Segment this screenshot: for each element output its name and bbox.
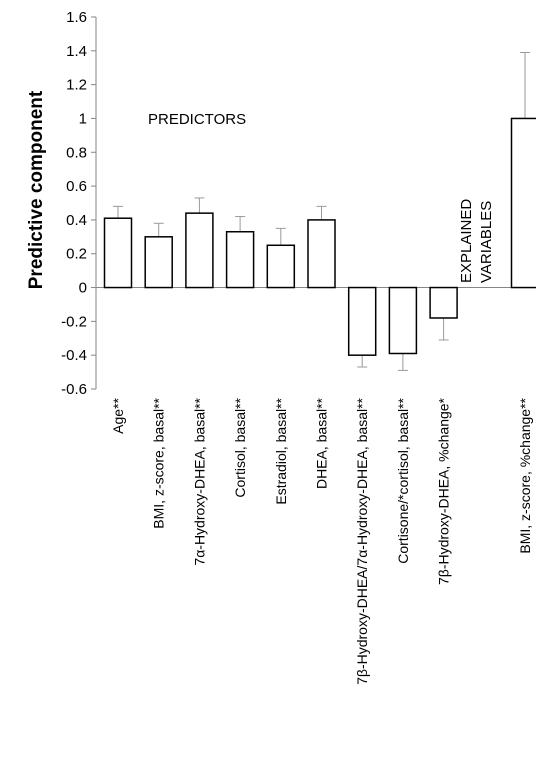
bar [510, 117, 536, 289]
category-label: BMI, z-score, basal** [151, 397, 167, 528]
bar [225, 230, 255, 289]
annotation-explained: EXPLAINED [458, 199, 475, 283]
category-label: Cortisone/*cortisol, basal** [395, 397, 411, 563]
bars [103, 52, 536, 371]
y-tick-label: -0.4 [61, 347, 87, 364]
y-tick-label: -0.2 [61, 313, 87, 330]
y-tick-label: 0 [79, 280, 87, 297]
y-tick-label: 0.8 [66, 144, 87, 161]
y-tick-label: 1 [79, 110, 87, 127]
category-label: BMI, z-score, %change** [517, 397, 533, 553]
annotation-predictors: PREDICTORS [148, 111, 246, 128]
category-labels: Age** BMI, z-score, basal** 7α-Hydroxy-DHE… [110, 397, 533, 684]
y-tick-label: 1.4 [66, 43, 87, 60]
category-label: DHEA, basal** [314, 397, 330, 489]
bar [347, 286, 377, 356]
y-tick-label: -0.6 [61, 381, 87, 398]
y-tick-label: 0.2 [66, 246, 87, 263]
y-tick-label: 0.6 [66, 178, 87, 195]
bar [388, 286, 418, 355]
category-label: Cortisol, basal** [232, 397, 248, 497]
category-label: 7α-Hydroxy-DHEA, basal** [191, 397, 207, 565]
bar [144, 236, 173, 289]
category-label: Estradiol, basal** [273, 397, 289, 504]
y-tick-label: 1.6 [66, 9, 87, 26]
y-axis-label: Predictive component [26, 90, 47, 289]
bar [185, 212, 214, 289]
bar [429, 286, 458, 319]
bar [307, 219, 336, 289]
category-label: 7β-Hydroxy-DHEA/7α-Hydroxy-DHEA, basal** [354, 397, 370, 684]
category-label: 7β-Hydroxy-DHEA, %change* [436, 397, 452, 585]
annotation-variables: VARIABLES [478, 201, 495, 283]
category-label: Age** [110, 397, 126, 433]
y-tick-label: 1.2 [66, 77, 87, 94]
bar [266, 244, 296, 289]
bar [103, 217, 133, 289]
y-tick-label: 0.4 [66, 212, 87, 229]
